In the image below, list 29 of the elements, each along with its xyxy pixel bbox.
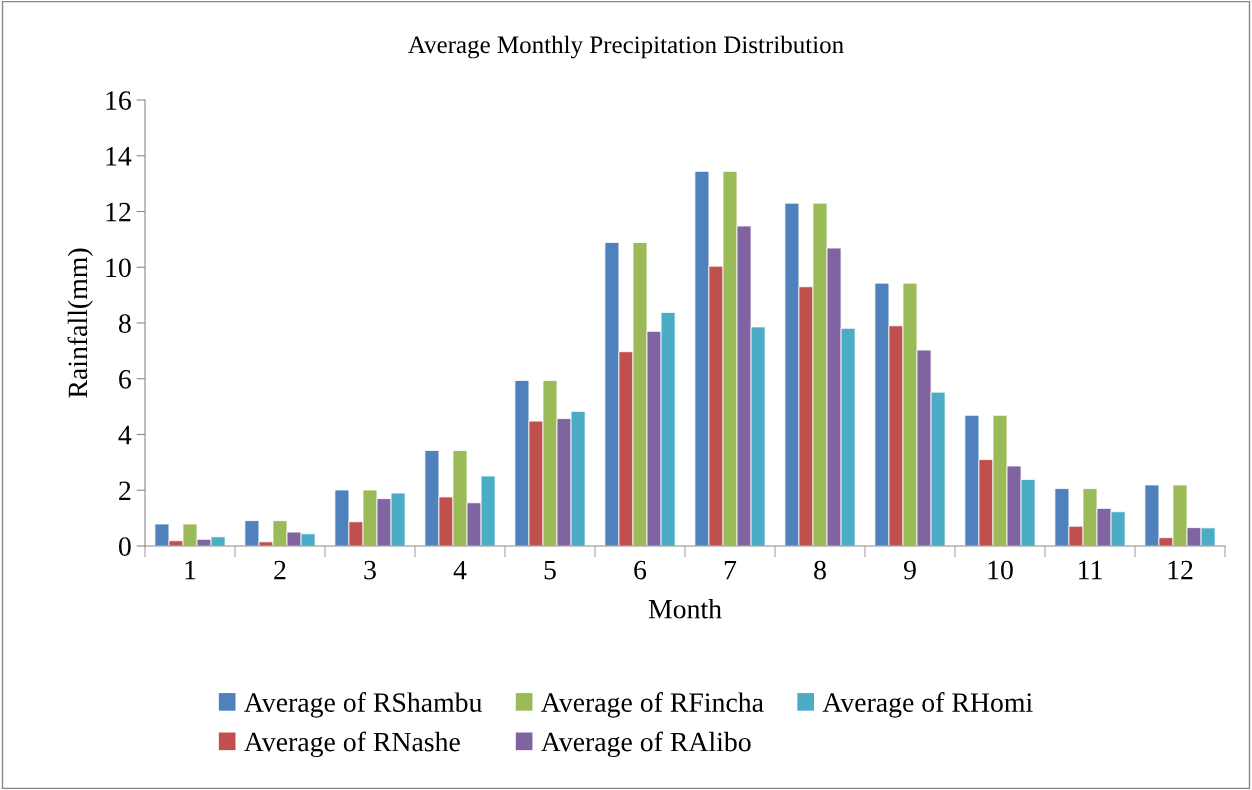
x-tick-label: 11 bbox=[1079, 560, 1102, 580]
y-axis-title: Rainfall(mm) bbox=[67, 248, 93, 398]
x-tick-label: 7 bbox=[724, 560, 737, 580]
x-tick-label: 1 bbox=[185, 560, 196, 580]
y-tick-label: 6 bbox=[119, 369, 131, 389]
legend-label: Average of RNashe bbox=[244, 731, 460, 758]
y-tick-label: 14 bbox=[106, 147, 132, 166]
y-tick-label: 8 bbox=[118, 314, 131, 333]
x-axis-title: Month bbox=[648, 598, 722, 619]
y-tick-label: 10 bbox=[106, 258, 131, 278]
legend-label: Average of RHomi bbox=[822, 692, 1033, 718]
x-tick-label: 12 bbox=[1168, 560, 1193, 580]
y-tick-label: 4 bbox=[118, 425, 132, 445]
x-tick-label: 8 bbox=[814, 560, 826, 580]
x-tick-label: 3 bbox=[364, 560, 376, 580]
x-tick-label: 9 bbox=[903, 560, 916, 580]
x-tick-label: 2 bbox=[274, 560, 286, 580]
x-tick-label: 5 bbox=[544, 560, 556, 580]
x-tick-label: 4 bbox=[453, 560, 467, 580]
y-tick-label: 0 bbox=[118, 537, 131, 556]
chart-title: Average Monthly Precipitation Distribution bbox=[408, 35, 844, 59]
y-tick-label: 2 bbox=[119, 481, 131, 500]
legend-label: Average of RShambu bbox=[244, 692, 482, 718]
y-tick-label: 16 bbox=[106, 91, 131, 110]
legend-label: Average of RAlibo bbox=[541, 731, 751, 758]
legend-label: Average of RFincha bbox=[541, 692, 764, 718]
x-tick-label: 6 bbox=[634, 560, 647, 580]
x-tick-label: 10 bbox=[988, 560, 1013, 580]
y-tick-label: 12 bbox=[106, 202, 131, 222]
